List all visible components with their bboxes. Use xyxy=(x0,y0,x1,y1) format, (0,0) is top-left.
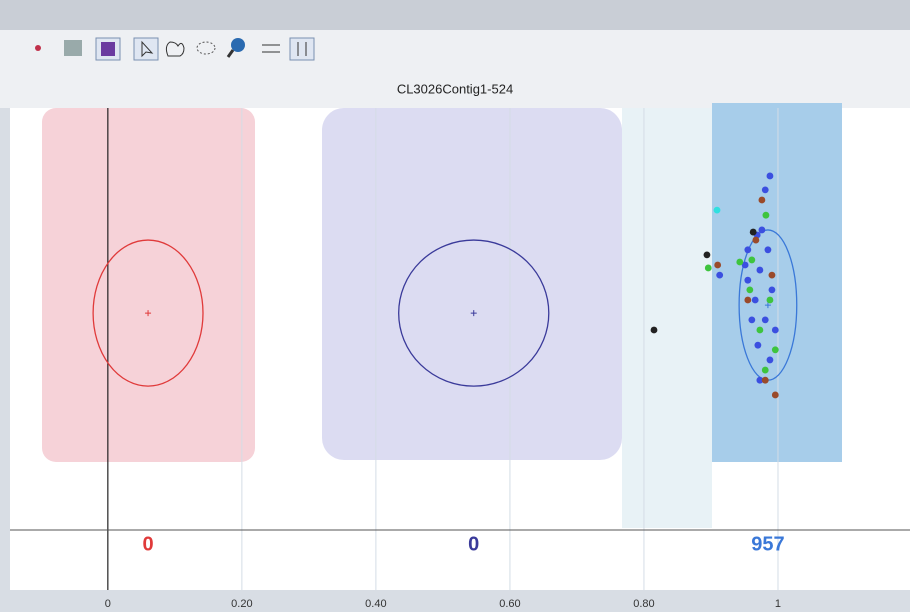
point xyxy=(762,377,769,384)
x-tick-label: 1 xyxy=(775,598,781,610)
point xyxy=(769,272,776,279)
cluster-count: 0 xyxy=(142,533,153,555)
screen: CL3026Contig1-524 0 0.20 0.40 0.60 0.80 1 0 0 95… xyxy=(0,0,910,612)
point xyxy=(716,272,723,279)
point xyxy=(762,186,769,193)
point xyxy=(736,259,743,266)
chart-title: CL3026Contig1-524 xyxy=(397,81,513,96)
region-fade xyxy=(622,108,712,528)
point xyxy=(762,367,769,374)
point xyxy=(769,286,776,293)
point xyxy=(765,246,772,253)
point xyxy=(772,346,779,353)
cluster-count: 0 xyxy=(468,533,479,555)
cluster-count: 957 xyxy=(751,533,784,555)
point xyxy=(752,237,759,244)
point xyxy=(763,212,770,219)
point xyxy=(748,316,755,323)
point xyxy=(744,277,751,284)
marker-icon[interactable] xyxy=(35,45,41,51)
color-swatch xyxy=(101,42,115,56)
x-tick-label: 0.80 xyxy=(633,598,654,610)
region-lightblue xyxy=(712,103,842,462)
copy-button[interactable] xyxy=(64,40,82,56)
point xyxy=(744,246,751,253)
region-red xyxy=(42,108,255,462)
x-tick-label: 0.40 xyxy=(365,598,386,610)
point xyxy=(750,229,757,236)
point xyxy=(744,297,751,304)
select-button[interactable] xyxy=(134,38,158,60)
window-frame xyxy=(0,0,910,30)
point xyxy=(704,251,711,258)
point xyxy=(767,173,774,180)
fit-y-button[interactable] xyxy=(290,38,314,60)
point xyxy=(714,262,721,269)
point xyxy=(705,265,712,272)
point xyxy=(772,392,779,399)
region-blue xyxy=(322,108,622,460)
point xyxy=(758,227,765,234)
point xyxy=(772,327,779,334)
point xyxy=(767,297,774,304)
point xyxy=(746,286,753,293)
x-tick-label: 0 xyxy=(105,598,111,610)
point xyxy=(754,342,761,349)
point xyxy=(767,357,774,364)
point xyxy=(752,297,759,304)
point xyxy=(762,316,769,323)
x-tick-label: 0.20 xyxy=(231,598,252,610)
point xyxy=(756,327,763,334)
point xyxy=(714,207,721,214)
point xyxy=(651,327,658,334)
point xyxy=(756,267,763,274)
point xyxy=(758,197,765,204)
point xyxy=(748,257,755,264)
zoom-button[interactable] xyxy=(231,38,245,52)
x-tick-label: 0.60 xyxy=(499,598,520,610)
